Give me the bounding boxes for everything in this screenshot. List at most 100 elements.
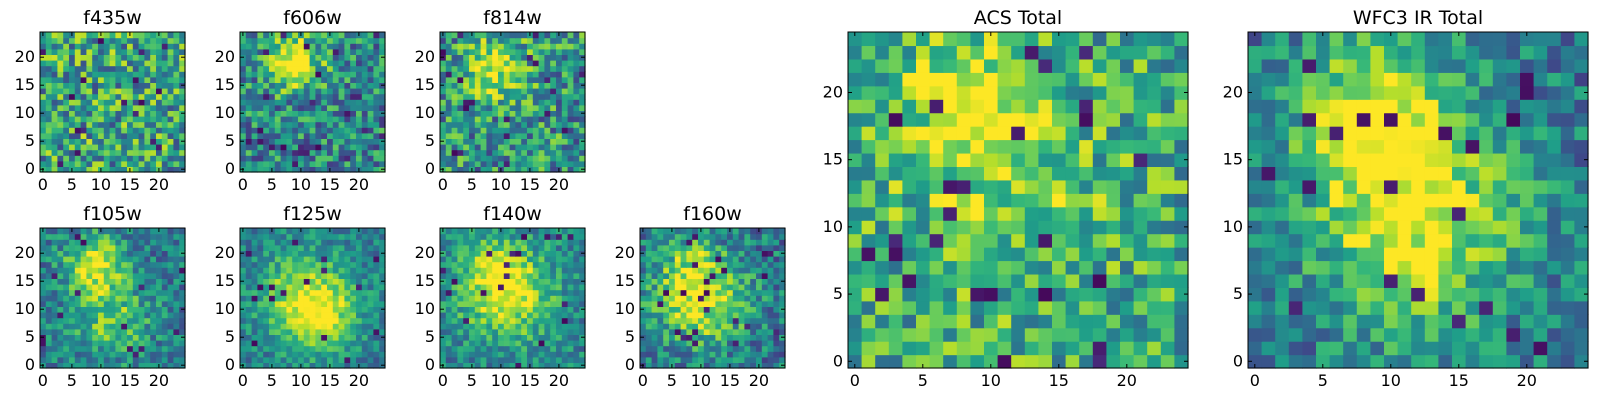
- heatmap-cell: [440, 121, 447, 128]
- heatmap-cell: [303, 250, 311, 257]
- heatmap-cell: [709, 244, 716, 251]
- heatmap-cell: [144, 306, 151, 313]
- heatmap-cell: [321, 351, 328, 358]
- heatmap-cell: [338, 116, 345, 123]
- heatmap-cell: [767, 233, 774, 240]
- heatmap-cell: [63, 228, 70, 235]
- heatmap-cell: [92, 261, 99, 268]
- heatmap-cell: [498, 272, 505, 279]
- heatmap-cell: [274, 132, 282, 139]
- heatmap-cell: [103, 93, 111, 100]
- heatmap-cell: [292, 306, 299, 313]
- heatmap-cell: [561, 65, 569, 72]
- heatmap-cell: [298, 121, 305, 128]
- heatmap-cell: [274, 65, 282, 72]
- heatmap-cell: [103, 278, 111, 285]
- heatmap-cell: [51, 32, 58, 39]
- heatmap-cell: [63, 328, 70, 335]
- heatmap-cell: [767, 239, 774, 246]
- heatmap-cell: [40, 132, 47, 139]
- heatmap-cell: [474, 306, 482, 313]
- heatmap-cell: [1038, 273, 1053, 288]
- heatmap-cell: [132, 82, 140, 89]
- heatmap-cell: [257, 351, 264, 358]
- heatmap-cell: [640, 239, 647, 246]
- heatmap-cell: [356, 93, 363, 100]
- heatmap-cell: [440, 351, 447, 358]
- heatmap-cell: [269, 340, 276, 347]
- heatmap-cell: [474, 149, 482, 156]
- heatmap-cell: [521, 256, 528, 263]
- heatmap-cell: [274, 340, 282, 347]
- heatmap-cell: [645, 362, 653, 369]
- heatmap-cell: [503, 256, 511, 263]
- heatmap-cell: [1011, 354, 1026, 369]
- heatmap-cell: [92, 48, 99, 55]
- heatmap-cell: [286, 362, 293, 369]
- heatmap-cell: [521, 244, 528, 251]
- heatmap-cell: [150, 43, 157, 50]
- heatmap-cell: [167, 239, 174, 246]
- heatmap-cell: [527, 233, 534, 240]
- heatmap-cell: [280, 155, 287, 162]
- heatmap-cell: [45, 127, 53, 134]
- heatmap-cell: [657, 295, 664, 302]
- y-tick-label: 5: [625, 327, 635, 346]
- heatmap-cell: [263, 334, 270, 341]
- heatmap-cell: [532, 284, 540, 291]
- heatmap-cell: [150, 278, 157, 285]
- heatmap-cell: [469, 239, 476, 246]
- heatmap-cell: [327, 48, 334, 55]
- heatmap-cell: [132, 144, 140, 151]
- heatmap-cell: [550, 312, 557, 319]
- heatmap-cell: [779, 267, 786, 274]
- heatmap-cell: [567, 272, 574, 279]
- heatmap-cell: [138, 317, 145, 324]
- heatmap-cell: [379, 43, 386, 50]
- heatmap-cell: [503, 82, 511, 89]
- heatmap-cell: [457, 110, 464, 117]
- heatmap-cell: [86, 110, 93, 117]
- heatmap-cell: [303, 284, 311, 291]
- heatmap-cell: [503, 116, 511, 123]
- heatmap-cell: [521, 300, 528, 307]
- heatmap-cell: [292, 244, 299, 251]
- heatmap-cell: [327, 132, 334, 139]
- heatmap-cell: [645, 328, 653, 335]
- heatmap-cell: [45, 32, 53, 39]
- heatmap-cell: [298, 306, 305, 313]
- heatmap-cell: [698, 323, 705, 330]
- heatmap-cell: [732, 351, 740, 358]
- heatmap-cell: [286, 144, 293, 151]
- x-tick-label: 20: [349, 175, 369, 194]
- heatmap-cell: [245, 306, 253, 313]
- heatmap-cell: [350, 93, 357, 100]
- heatmap-cell: [457, 340, 464, 347]
- heatmap-cell: [350, 261, 357, 268]
- heatmap-cell: [515, 289, 522, 296]
- heatmap-cell: [263, 284, 270, 291]
- heatmap-cell: [492, 300, 499, 307]
- heatmap-cell: [367, 43, 374, 50]
- heatmap-cell: [445, 334, 453, 341]
- heatmap-cell: [144, 295, 151, 302]
- heatmap-cell: [445, 149, 453, 156]
- heatmap-cell: [521, 32, 528, 39]
- heatmap-cell: [315, 160, 322, 167]
- heatmap-cell: [327, 250, 334, 257]
- heatmap-cell: [63, 60, 70, 67]
- heatmap-cell: [92, 127, 99, 134]
- heatmap-cell: [779, 261, 786, 268]
- heatmap-cell: [344, 239, 351, 246]
- heatmap-cell: [315, 306, 322, 313]
- heatmap-cell: [280, 272, 287, 279]
- heatmap-cell: [1052, 179, 1067, 194]
- heatmap-cell: [344, 317, 351, 324]
- heatmap-cell: [57, 37, 64, 44]
- heatmap-cell: [121, 104, 128, 111]
- heatmap-cell: [144, 244, 151, 251]
- heatmap-cell: [57, 250, 64, 257]
- heatmap-cell: [556, 76, 563, 83]
- heatmap-cell: [956, 314, 971, 329]
- heatmap-cell: [984, 287, 999, 302]
